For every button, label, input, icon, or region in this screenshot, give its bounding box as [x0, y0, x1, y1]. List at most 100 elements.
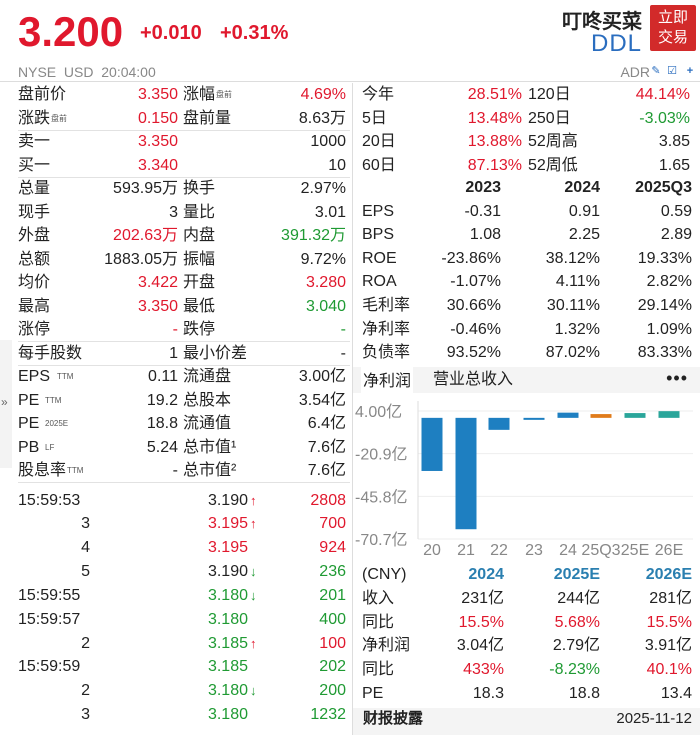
arrow-up-icon: ↑	[250, 635, 257, 651]
financials-label: ROE	[362, 249, 397, 267]
estimates-value: 5.68%	[554, 613, 600, 631]
quote-row: 卖一 3.350 1000	[18, 130, 350, 154]
financials-value: 1.09%	[646, 320, 692, 338]
edit-icon[interactable]: ✎	[651, 65, 661, 77]
trade-row: 2 3.180 ↓ 200	[18, 679, 350, 703]
trade-price: 3.185	[207, 658, 248, 676]
stock-name: 叮咚买菜	[562, 11, 642, 33]
chart-bar-26E[interactable]	[658, 411, 680, 418]
quote-value: -	[340, 344, 346, 362]
chart-bar-24[interactable]	[557, 412, 579, 418]
quote-value: 593.95万	[113, 180, 178, 197]
quote-row: 买一 3.340 10	[18, 154, 350, 178]
disclosure-label: 财报披露	[363, 710, 424, 727]
performance-value: 87.13%	[467, 156, 522, 174]
trade-button-line2: 交易	[657, 29, 688, 46]
financials-row: ROE -23.86% 38.12% 19.33%	[362, 247, 694, 271]
quote-value: 3.350	[137, 133, 178, 150]
chart-bar-20[interactable]	[421, 417, 443, 471]
plus-icon[interactable]: +	[686, 65, 694, 77]
chart-bar-25E[interactable]	[624, 413, 646, 418]
trade-price: 3.180	[207, 610, 248, 628]
financials-value: -0.31	[464, 202, 501, 220]
estimates-row: 同比 433% -8.23% 40.1%	[362, 658, 694, 682]
quote-label: EPS	[18, 368, 51, 385]
more-options-icon[interactable]: •••	[666, 368, 688, 388]
financials-value: 29.14%	[637, 297, 692, 314]
quote-value: 0.150	[137, 109, 178, 127]
trade-row: 15:59:57 3.180 400	[18, 608, 350, 632]
quote-row: 涨停 - 跌停 -	[18, 318, 350, 342]
arrow-down-icon: ↓	[250, 564, 257, 580]
trade-now-button[interactable]: 立即 交易	[650, 5, 696, 51]
x-tick-label: 25E	[621, 542, 649, 559]
trade-volume: 2808	[310, 491, 346, 509]
estimates-row: 净利润 3.04亿 2.79亿 3.91亿	[362, 634, 694, 658]
chart-bar-25Q3[interactable]	[590, 414, 612, 418]
label-superscript: TTM	[45, 395, 62, 405]
row-separator	[18, 364, 350, 366]
trade-volume: 236	[319, 563, 346, 581]
trade-row: 4 3.195 924	[18, 536, 350, 560]
financials-row: 负债率 93.52% 87.02% 83.33%	[362, 341, 694, 365]
y-tick-label: -45.8亿	[355, 488, 407, 506]
estimates-row: 收入 231亿 244亿 281亿	[362, 587, 694, 611]
quote-value: 3.01	[314, 203, 346, 221]
trade-row: 3 3.180 1232	[18, 703, 350, 727]
performance-row: 今年 28.51% 120日 44.14%	[362, 83, 694, 107]
financials-value: 2.25	[568, 226, 600, 244]
tab-net-profit[interactable]: 净利润	[361, 367, 414, 393]
quote-label: PB	[18, 438, 40, 456]
trade-price: 3.180	[207, 706, 248, 724]
financials-label: 净利率	[362, 320, 411, 338]
estimates-value: -8.23%	[549, 661, 600, 679]
financials-year: 2023	[465, 179, 501, 196]
x-tick-label: 20	[423, 542, 441, 559]
quote-value: 202.63万	[113, 227, 178, 244]
quote-row: 均价 3.422 开盘 3.280	[18, 271, 350, 295]
performance-label: 今年	[362, 86, 395, 103]
column-divider	[352, 83, 353, 735]
quote-value: 3.340	[137, 156, 178, 174]
estimates-year: 2025E	[553, 566, 600, 583]
quote-value: -	[172, 462, 178, 479]
financials-value: 2.89	[660, 226, 692, 244]
trade-volume: 100	[319, 634, 346, 652]
performance-label: 5日	[362, 109, 387, 127]
tab-revenue[interactable]: 营业总收入	[433, 371, 514, 388]
label-superscript: TTM	[57, 372, 74, 381]
y-tick-label: 4.00亿	[355, 403, 402, 421]
estimates-label: 同比	[362, 661, 395, 679]
quote-value: 0.11	[148, 368, 178, 385]
performance-label: 120日	[528, 86, 571, 103]
quote-label: 涨跌	[18, 109, 51, 127]
side-expand-handle[interactable]: »	[0, 340, 12, 468]
trade-time: 5	[81, 563, 90, 581]
quote-value: 2.97%	[300, 180, 346, 197]
earnings-disclosure[interactable]: 财报披露 2025-11-12	[353, 708, 700, 735]
quote-label: 盘前价	[18, 86, 67, 103]
estimates-year: 2024	[468, 566, 504, 583]
financials-value: 0.59	[660, 202, 692, 220]
chart-bar-21[interactable]	[455, 417, 477, 530]
quote-row: PB LF 5.24 总市值¹ 7.6亿	[18, 436, 350, 460]
x-tick-label: 21	[457, 542, 475, 559]
y-tick-label: -70.7亿	[355, 531, 407, 549]
financials-label: BPS	[362, 226, 395, 244]
trade-row: 15:59:59 3.185 202	[18, 655, 350, 679]
quote-label: PE	[18, 391, 40, 409]
chart-bar-22[interactable]	[488, 417, 510, 430]
quote-label: 总市值¹	[183, 438, 237, 456]
check-icon[interactable]: ☑	[667, 65, 677, 77]
net-profit-chart: 4.00亿 -20.9亿 -45.8亿 -70.7亿 20 21 22 23 24 25Q3 25E…	[355, 401, 693, 559]
quote-value: 391.32万	[281, 227, 346, 244]
trade-time: 15:59:53	[18, 491, 81, 509]
financials-row: 毛利率 30.66% 30.11% 29.14%	[362, 294, 694, 318]
quote-label: 开盘	[183, 274, 216, 291]
y-tick-label: -20.9亿	[355, 446, 407, 464]
performance-label: 52周低	[528, 156, 578, 174]
chart-bar-23[interactable]	[523, 417, 545, 420]
estimates-label: 同比	[362, 613, 395, 631]
trade-price: 3.180	[207, 682, 248, 700]
exchange-bar: NYSE USD 20:04:00 ADR ✎ ☑ +	[0, 62, 700, 82]
